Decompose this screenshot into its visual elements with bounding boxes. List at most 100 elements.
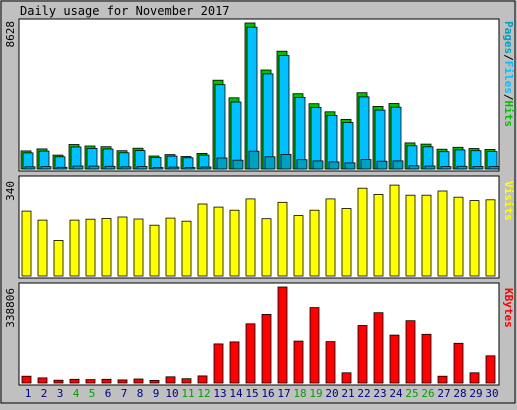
bar-files-day-21 [342, 122, 354, 170]
bar-pages-day-20 [328, 161, 340, 170]
bar-kbytes-day-6 [101, 378, 112, 384]
bar-kbytes-day-25 [405, 320, 416, 384]
x-label-day-18: 18 [293, 387, 306, 400]
bar-files-day-19 [310, 107, 322, 170]
x-label-day-29: 29 [469, 387, 482, 400]
legend-hits: Pages/Files/Hits [502, 21, 515, 127]
bar-visits-day-21 [341, 208, 352, 277]
bar-visits-day-24 [389, 184, 400, 277]
bar-visits-day-6 [101, 217, 112, 277]
bar-visits-day-23 [373, 193, 384, 277]
bar-visits-day-12 [197, 203, 208, 277]
bar-visits-day-14 [229, 209, 240, 277]
bar-pages-day-10 [168, 166, 180, 170]
bar-visits-day-8 [133, 218, 144, 277]
bar-kbytes-day-11 [181, 378, 192, 384]
x-label-day-3: 3 [57, 387, 64, 400]
bar-visits-day-16 [261, 218, 272, 277]
legend-sep-1: / [502, 54, 515, 61]
bar-visits-day-25 [405, 194, 416, 277]
bar-files-day-15 [246, 26, 258, 170]
bar-pages-day-19 [312, 160, 324, 170]
bar-pages-day-28 [456, 165, 468, 170]
bar-pages-day-9 [152, 167, 164, 170]
x-label-day-8: 8 [137, 387, 144, 400]
bar-files-day-20 [326, 115, 338, 170]
x-label-day-16: 16 [261, 387, 274, 400]
legend-kbytes: KBytes [502, 288, 515, 328]
bar-kbytes-day-1 [21, 375, 32, 384]
bar-pages-day-14 [232, 159, 244, 170]
bar-pages-day-1 [24, 166, 36, 170]
bar-visits-day-26 [421, 194, 432, 277]
bar-kbytes-day-30 [485, 355, 496, 384]
bar-kbytes-day-29 [469, 372, 480, 384]
legend-pages: Pages [502, 21, 515, 54]
x-label-day-7: 7 [121, 387, 128, 400]
legend-files: Files [502, 61, 515, 94]
bar-visits-day-17 [277, 201, 288, 277]
bar-pages-day-24 [392, 160, 404, 170]
bar-pages-day-8 [136, 166, 148, 170]
x-label-day-21: 21 [341, 387, 354, 400]
bar-visits-day-20 [325, 198, 336, 277]
bar-files-day-14 [230, 101, 242, 170]
bar-pages-day-5 [88, 165, 100, 170]
bar-files-day-16 [262, 73, 274, 170]
bar-pages-day-12 [200, 166, 212, 170]
bar-pages-day-16 [264, 156, 276, 170]
bar-pages-day-3 [56, 166, 68, 170]
bar-kbytes-day-16 [261, 313, 272, 384]
x-label-day-24: 24 [389, 387, 403, 400]
bar-pages-day-23 [376, 160, 388, 170]
bar-kbytes-day-10 [165, 376, 176, 384]
bar-visits-day-9 [149, 224, 160, 277]
bar-kbytes-day-23 [373, 312, 384, 384]
x-label-day-20: 20 [325, 387, 338, 400]
bar-kbytes-day-18 [293, 340, 304, 384]
bar-pages-day-2 [40, 166, 52, 170]
x-label-day-4: 4 [73, 387, 80, 400]
bar-kbytes-day-21 [341, 372, 352, 384]
bar-visits-day-28 [453, 196, 464, 277]
x-label-day-17: 17 [277, 387, 290, 400]
x-label-day-10: 10 [165, 387, 178, 400]
bar-pages-day-18 [296, 159, 308, 170]
bar-pages-day-15 [248, 150, 260, 170]
bar-visits-day-2 [37, 219, 48, 277]
ymax-label-visits: 340 [4, 181, 17, 201]
bar-pages-day-25 [408, 165, 420, 170]
bar-visits-day-1 [21, 210, 32, 277]
bar-visits-day-30 [485, 199, 496, 277]
x-label-day-5: 5 [89, 387, 96, 400]
bar-pages-day-7 [120, 166, 132, 170]
bars-kbytes [21, 286, 496, 384]
bar-visits-day-13 [213, 206, 224, 277]
bar-pages-day-27 [440, 166, 452, 170]
bar-kbytes-day-28 [453, 342, 464, 384]
legend-sep-2: / [502, 94, 515, 101]
bar-kbytes-day-9 [149, 379, 160, 384]
x-label-day-23: 23 [373, 387, 386, 400]
x-label-day-12: 12 [197, 387, 210, 400]
x-label-day-15: 15 [245, 387, 258, 400]
bar-pages-day-29 [472, 166, 484, 170]
bar-pages-day-17 [280, 153, 292, 170]
bar-pages-day-6 [104, 165, 116, 170]
x-label-day-27: 27 [437, 387, 450, 400]
x-label-day-2: 2 [41, 387, 48, 400]
bar-kbytes-day-19 [309, 307, 320, 384]
x-label-day-28: 28 [453, 387, 466, 400]
x-axis-day-labels: 1 2 3 4 5 6 7 8 9 10 11 12 13 14 15 16 17 18 19 20 21 22 23 24 2… [25, 387, 499, 400]
bar-pages-day-26 [424, 165, 436, 170]
bar-files-day-22 [358, 96, 370, 170]
bar-files-day-24 [390, 106, 402, 170]
bar-kbytes-day-3 [53, 379, 64, 384]
bar-visits-day-7 [117, 216, 128, 277]
bar-kbytes-day-5 [85, 379, 96, 384]
x-label-day-1: 1 [25, 387, 32, 400]
bar-files-day-18 [294, 97, 306, 170]
bar-kbytes-day-24 [389, 334, 400, 384]
